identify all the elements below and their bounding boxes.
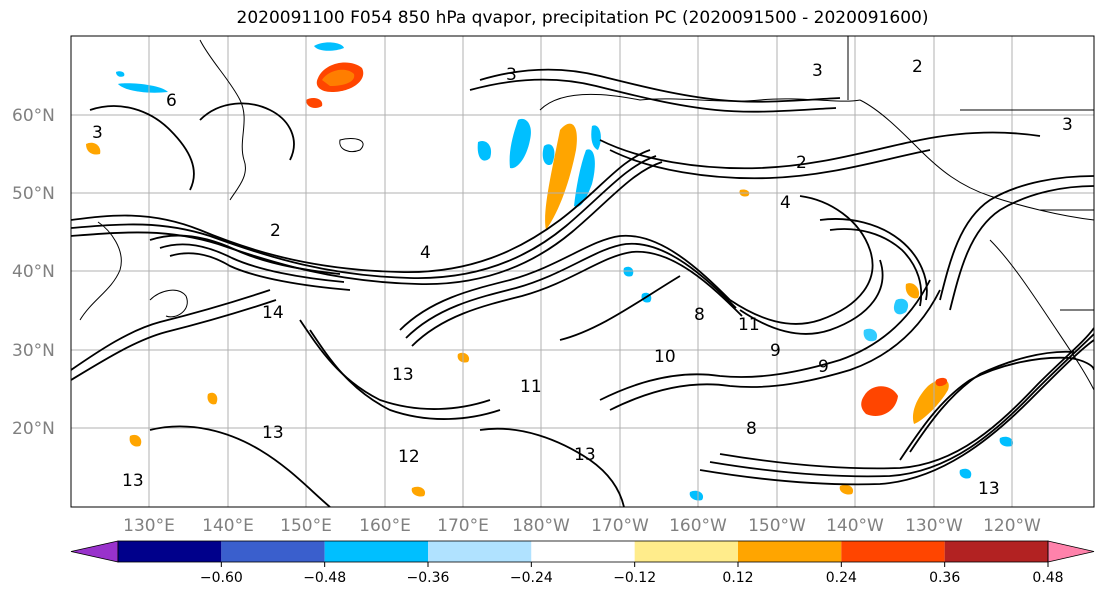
lon-label: 140°W: [826, 516, 884, 536]
colorbar-frame: [117, 540, 1049, 563]
lon-label: 130°E: [123, 516, 175, 536]
contour-label: 13: [574, 445, 596, 465]
colorbar-tick-label: 0.12: [722, 570, 753, 586]
colorbar-extend-min: [70, 540, 119, 563]
lon-label: 160°E: [359, 516, 411, 536]
lat-label: 60°N: [12, 106, 55, 126]
lat-label: 30°N: [12, 341, 55, 361]
colorbar-tick-label: −0.12: [613, 570, 656, 586]
lon-label: 130°W: [905, 516, 963, 536]
contour-label: 10: [654, 347, 676, 367]
contour-label: 3: [506, 65, 517, 85]
contour-label: 2: [796, 153, 807, 173]
contour-label: 11: [738, 315, 760, 335]
colorbar: [70, 540, 1095, 563]
contour-label: 3: [92, 123, 103, 143]
colorbar-segment: [324, 541, 428, 562]
lon-label: 170°W: [591, 516, 649, 536]
lon-label: 140°E: [202, 516, 254, 536]
contour-label: 2: [912, 57, 923, 77]
contour-label: 13: [262, 423, 284, 443]
lon-label: 120°W: [983, 516, 1041, 536]
lat-label: 50°N: [12, 184, 55, 204]
map-frame: [70, 35, 1095, 508]
latitude-labels: 60°N 50°N 40°N 30°N 20°N: [12, 106, 55, 439]
contour-label: 9: [770, 341, 781, 361]
lat-label: 40°N: [12, 262, 55, 282]
colorbar-segment: [118, 541, 222, 562]
lon-label: 180°W: [512, 516, 570, 536]
contour-label: 13: [392, 365, 414, 385]
lat-label: 20°N: [12, 419, 55, 439]
lon-label: 160°W: [669, 516, 727, 536]
contour-label: 13: [978, 479, 1000, 499]
colorbar-segment: [428, 541, 532, 562]
colorbar-segment: [531, 541, 635, 562]
lon-label: 170°E: [437, 516, 489, 536]
contour-label: 9: [818, 357, 829, 377]
contour-label: 14: [262, 303, 284, 323]
colorbar-ticks: −0.60 −0.48 −0.36 −0.24 −0.12 0.12 0.24 0.36 0.4…: [200, 562, 1064, 586]
colorbar-tick-label: −0.36: [407, 570, 450, 586]
colorbar-segment: [634, 541, 738, 562]
contour-label: 3: [812, 61, 823, 81]
precipitation-shading: [86, 42, 1014, 501]
contour-label: 13: [122, 471, 144, 491]
colorbar-tick-label: 0.36: [929, 570, 960, 586]
colorbar-segment: [738, 541, 842, 562]
colorbar-tick-label: −0.60: [200, 570, 243, 586]
contour-label: 3: [1062, 115, 1073, 135]
contour-labels: 6 3 3 3 2 2 4 4 2 14 13 12 13 13 11 11 1…: [92, 57, 1073, 499]
longitude-labels: 130°E 140°E 150°E 160°E 170°E 180°W 170°…: [123, 516, 1041, 536]
contour-label: 12: [398, 447, 420, 467]
colorbar-tick-label: −0.24: [510, 570, 553, 586]
colorbar-tick-label: −0.48: [303, 570, 346, 586]
colorbar-tick-label: 0.24: [826, 570, 857, 586]
contour-label: 4: [780, 193, 791, 213]
qvapor-contours: [71, 68, 1094, 507]
map-title: 2020091100 F054 850 hPa qvapor, precipit…: [236, 8, 929, 28]
colorbar-segment: [221, 541, 325, 562]
contour-label: 4: [420, 243, 431, 263]
colorbar-segment: [841, 541, 945, 562]
map-panel: 6 3 3 3 2 2 4 4 2 14 13 12 13 13 11 11 1…: [71, 36, 1094, 507]
contour-label: 6: [166, 91, 177, 111]
lon-label: 150°E: [280, 516, 332, 536]
lon-label: 150°W: [748, 516, 806, 536]
contour-label: 2: [270, 221, 281, 241]
colorbar-segment: [944, 541, 1048, 562]
contour-label: 8: [746, 419, 757, 439]
contour-label: 8: [694, 305, 705, 325]
colorbar-tick-label: 0.48: [1032, 570, 1063, 586]
contour-label: 11: [520, 377, 542, 397]
colorbar-extend-max: [1047, 540, 1095, 563]
